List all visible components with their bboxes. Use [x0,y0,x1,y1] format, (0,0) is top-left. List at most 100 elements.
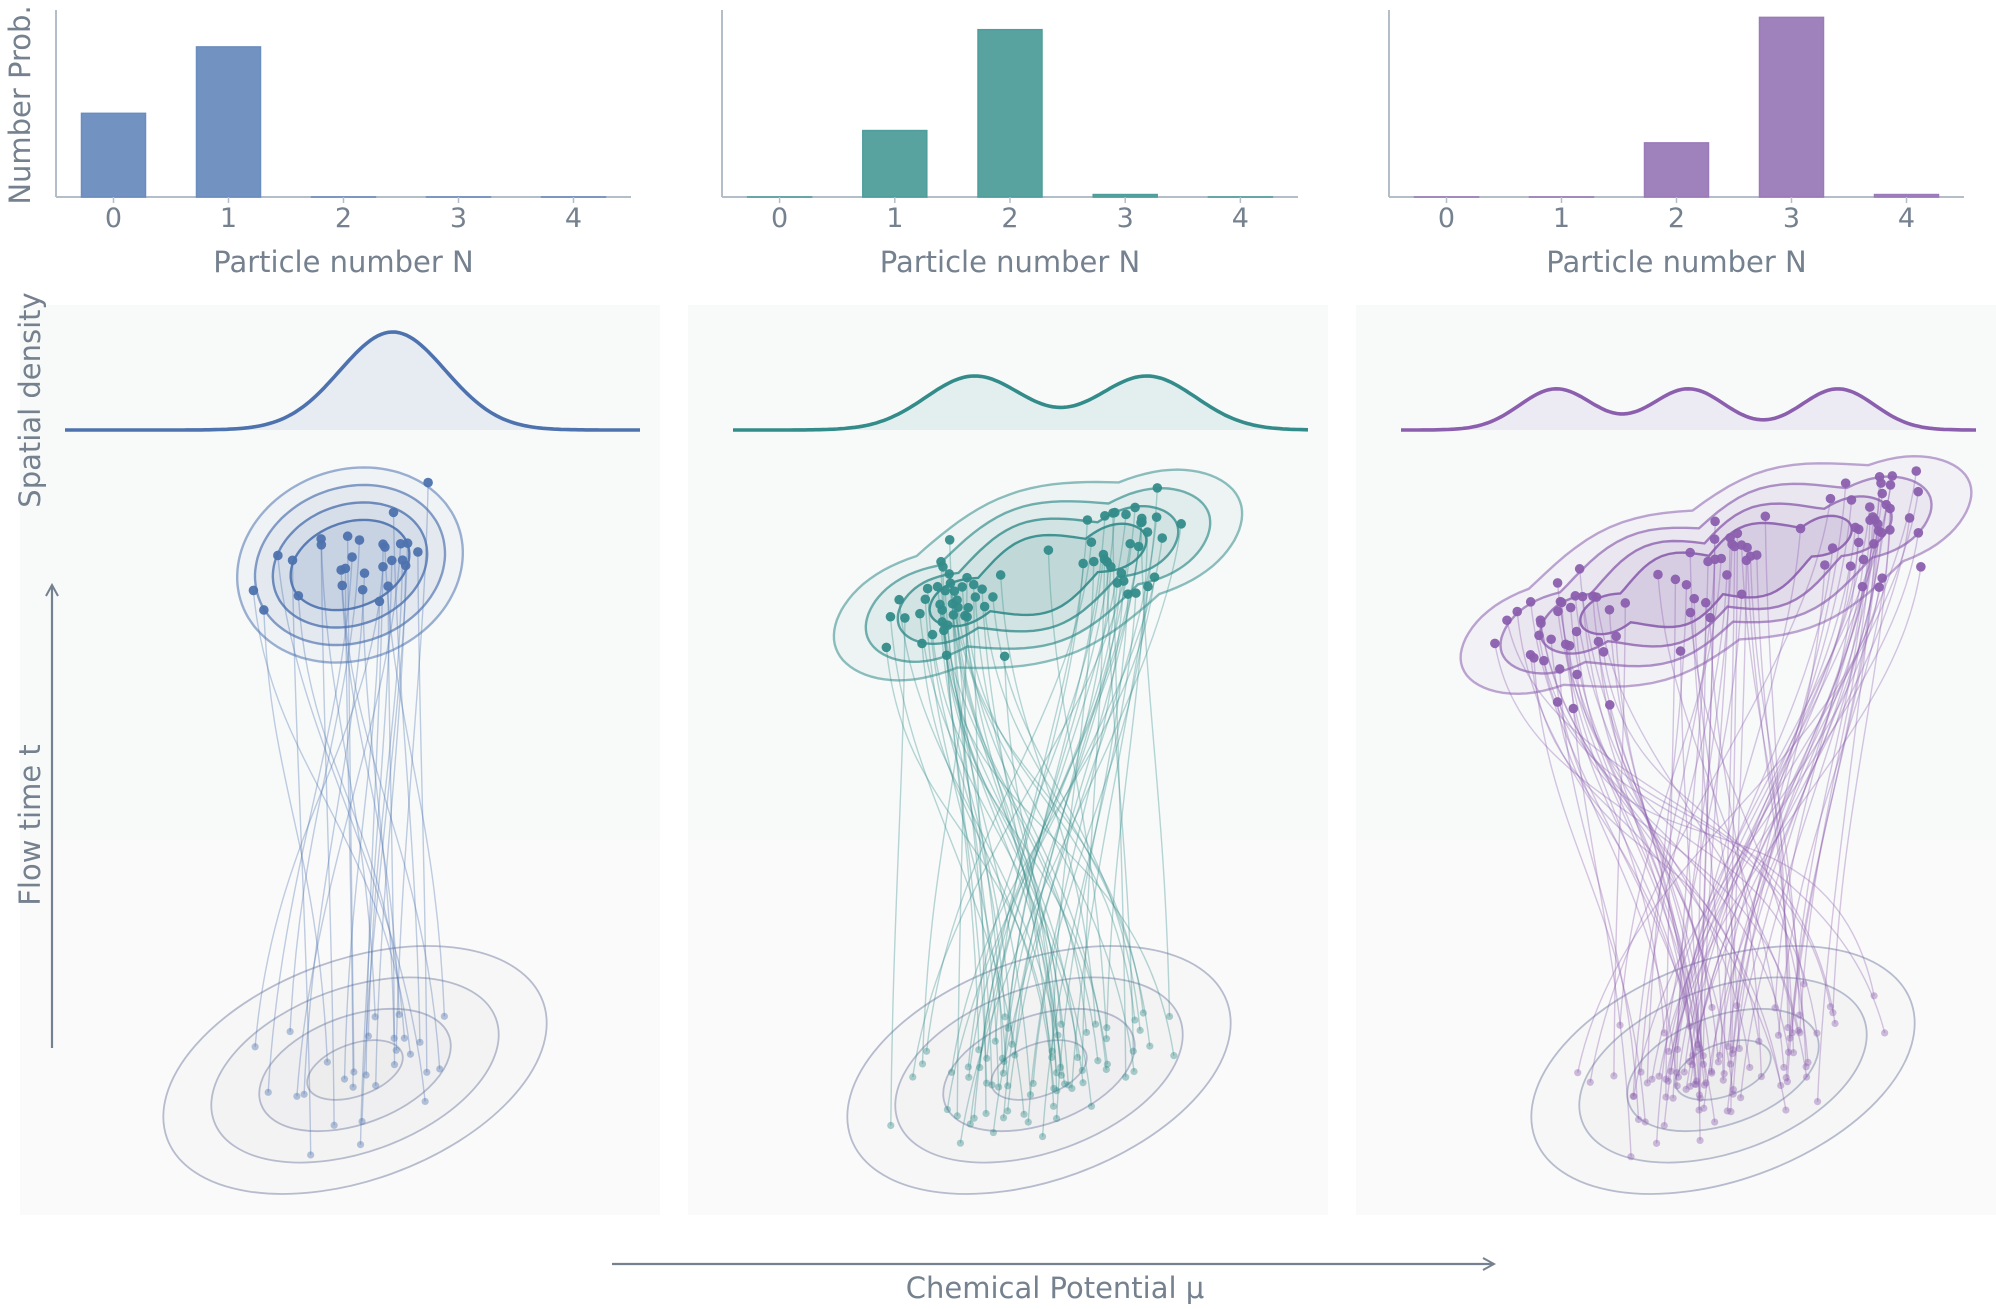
trajectory [1556,582,1701,1049]
start-particle [1727,1108,1735,1116]
start-particle [1702,1079,1710,1087]
end-particle [1552,578,1563,588]
trajectory [277,555,426,1102]
end-particle [1121,509,1131,520]
start-particle [1724,1042,1732,1051]
start-particle [1586,1078,1594,1086]
start-particle [1682,1085,1690,1093]
start-particle [909,1073,917,1081]
trajectory [1561,602,1665,1034]
trajectory [340,569,400,1015]
trajectory [1106,561,1134,1052]
start-particle [1746,1063,1754,1072]
start-particle [1667,1067,1675,1075]
base-contour [258,1007,452,1133]
start-particle [1056,1063,1065,1071]
start-particle [1737,1094,1745,1102]
start-particle [349,1083,357,1091]
bar-charts: 0 1 2 3 4 Particle number N 0 1 2 3 4 Particle numb… [55,10,1964,279]
trajectory [1672,544,1733,1099]
target-distribution [236,466,464,664]
trajectory [1568,645,1632,1157]
start-particle [1826,1003,1835,1011]
end-particle [1552,697,1563,707]
start-particle [1692,1080,1700,1088]
start-particle [1686,1082,1694,1090]
trajectory [1676,561,1709,1073]
start-particle [1011,1051,1019,1059]
trajectory [1576,674,1805,985]
end-particle [1136,517,1146,528]
trajectory [1539,620,1787,1111]
end-particle [1729,541,1740,552]
end-particle [1604,604,1615,615]
start-particle [976,1063,984,1072]
end-particle [1490,638,1500,649]
tick-label-1: 1 [886,203,903,234]
chemical-potential-xlabel: Chemical Potential μ [906,1271,1204,1305]
trajectory [362,589,395,1039]
trajectory [297,595,406,1039]
trajectory [898,599,1066,1084]
trajectory [957,607,1144,1014]
trajectory [1081,559,1106,1071]
start-particle [1616,1021,1624,1029]
start-particle [1052,1069,1061,1077]
start-particle [1711,1118,1719,1126]
trajectory [1559,601,1706,1086]
trajectory [367,560,404,1037]
end-particle [970,592,981,602]
end-particle [1820,560,1830,570]
end-particle [248,585,259,596]
bar-3 [1758,16,1825,198]
start-particle [1780,1063,1788,1072]
end-particle [1082,515,1093,525]
trajectory [267,556,353,1093]
end-particle [1858,554,1869,565]
end-particle [1539,655,1549,666]
trajectory [973,584,987,1114]
trajectory [966,616,1136,1021]
start-particle [943,1105,952,1114]
trajectory [1506,620,1886,1034]
end-particle [1681,579,1692,590]
base-contour [1578,976,1868,1164]
density-fill [65,332,640,430]
start-particle [1146,1042,1154,1050]
trajectory [1718,543,1875,1056]
start-particle [264,1088,272,1096]
end-particle [1709,534,1720,545]
trajectory [289,540,361,1032]
end-particle [1887,471,1898,481]
end-particle [1857,581,1868,592]
tick-label-1: 1 [1553,203,1570,234]
start-particle [982,1109,990,1118]
start-particle [1048,1047,1056,1055]
end-particle [1840,478,1851,488]
start-particle [400,1034,408,1042]
tick-label-2: 2 [1001,203,1018,234]
trajectory [1746,547,1795,1053]
trajectory [1543,660,1832,1007]
bar-chart-1: 0 1 2 3 4 Particle number N [55,10,631,279]
end-particle [1598,647,1609,657]
flow-time-ylabel: Flow time t [13,744,47,906]
end-particle [979,601,990,612]
start-particle [1685,1057,1694,1066]
end-particle [1043,545,1054,555]
trajectory [1689,552,1724,1081]
trajectory [1777,529,1891,1036]
start-particle [1122,1073,1130,1081]
trajectory [1071,487,1158,1089]
trajectory [1703,586,1864,1109]
trajectory [961,586,1058,1073]
flow-panel-3 [1356,305,1996,1215]
trajectory [925,542,1093,1052]
start-particle [988,1081,996,1089]
trajectory [1699,521,1716,1099]
trajectory [983,606,1151,1047]
start-particle [1700,1081,1709,1089]
end-particle [962,612,972,622]
end-particle [1078,558,1088,569]
start-particle [1574,1069,1582,1077]
